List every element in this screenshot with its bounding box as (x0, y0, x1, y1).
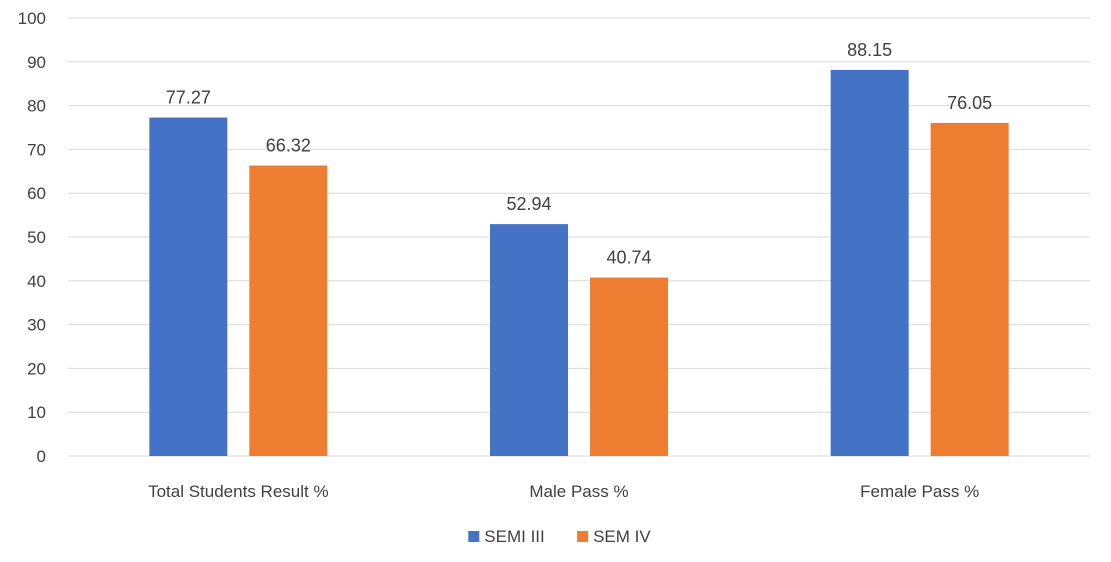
y-tick-label: 40 (27, 272, 46, 291)
legend-item-sem-iv: SEM IV (577, 527, 651, 546)
gridlines (68, 17, 1090, 457)
y-tick-label: 20 (27, 359, 46, 378)
y-tick-label: 0 (37, 447, 46, 466)
y-tick-label: 50 (27, 228, 46, 247)
bar-sem-iv (590, 277, 668, 456)
x-tick-label: Male Pass % (529, 482, 628, 501)
data-label: 88.15 (847, 40, 892, 60)
y-axis-ticks: 0 10 20 30 40 50 60 70 80 90 100 (18, 9, 46, 466)
bar-sem-iv (249, 165, 328, 456)
legend: SEMI III SEM IV (468, 527, 651, 546)
x-tick-label: Total Students Result % (148, 482, 328, 501)
data-labels: 77.27 66.32 52.94 40.74 88.15 76.05 (166, 40, 992, 268)
legend-label: SEMI III (484, 527, 544, 546)
bar-sem-iv (930, 122, 1009, 456)
data-label: 66.32 (266, 136, 311, 156)
data-label: 52.94 (506, 194, 551, 214)
data-label: 40.74 (606, 248, 651, 268)
legend-swatch (468, 531, 480, 542)
data-label: 77.27 (166, 88, 211, 108)
legend-item-semi-iii: SEMI III (468, 527, 545, 546)
y-tick-label: 70 (27, 140, 46, 159)
bar-semi-iii (149, 117, 228, 456)
bar-semi-iii (490, 224, 568, 456)
y-tick-label: 80 (27, 97, 46, 116)
data-label: 76.05 (947, 93, 992, 113)
bars (149, 69, 1009, 456)
legend-label: SEM IV (593, 527, 651, 546)
y-tick-label: 60 (27, 184, 46, 203)
x-tick-label: Female Pass % (860, 482, 979, 501)
y-tick-label: 10 (27, 403, 46, 422)
y-tick-label: 100 (18, 9, 46, 28)
legend-swatch (577, 531, 589, 542)
bar-semi-iii (830, 69, 909, 456)
y-tick-label: 30 (27, 316, 46, 335)
y-tick-label: 90 (27, 53, 46, 72)
x-axis-ticks: Total Students Result % Male Pass % Female… (148, 482, 979, 501)
